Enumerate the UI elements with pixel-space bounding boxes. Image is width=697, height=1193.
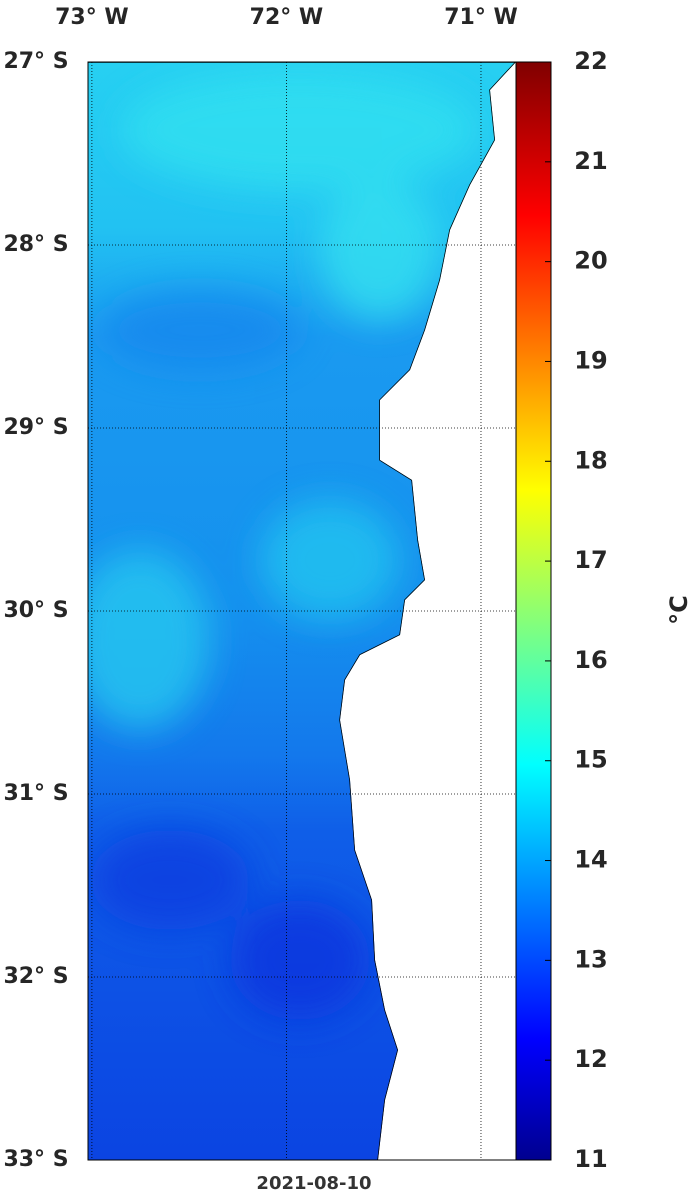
lon-tick-label: 73° W bbox=[55, 5, 129, 30]
date-label: 2021-08-10 bbox=[256, 1173, 371, 1193]
colorbar-tick-label: 16 bbox=[574, 646, 607, 674]
lat-tick-label: 30° S bbox=[3, 598, 68, 623]
colorbar bbox=[515, 61, 552, 1161]
colorbar-tick-label: 22 bbox=[574, 47, 607, 75]
lon-tick-label: 72° W bbox=[250, 5, 324, 30]
lat-tick-label: 27° S bbox=[3, 49, 68, 74]
colorbar-tick-label: 14 bbox=[574, 846, 607, 874]
colorbar-tick-label: 20 bbox=[574, 247, 607, 275]
lat-tick-label: 28° S bbox=[3, 232, 68, 257]
lat-tick-label: 31° S bbox=[3, 781, 68, 806]
colorbar-tick-label: 18 bbox=[574, 446, 607, 474]
colorbar-tick-label: 13 bbox=[574, 945, 607, 973]
lon-tick-label: 71° W bbox=[444, 5, 518, 30]
lat-tick-label: 33° S bbox=[3, 1147, 68, 1172]
lat-tick-label: 29° S bbox=[3, 415, 68, 440]
colorbar-tick-label: 11 bbox=[574, 1145, 607, 1173]
colorbar-label: °C bbox=[665, 595, 693, 625]
colorbar-tick-label: 12 bbox=[574, 1045, 607, 1073]
lat-tick-label: 32° S bbox=[3, 964, 68, 989]
colorbar-tick-label: 19 bbox=[574, 346, 607, 374]
colorbar-tick-label: 21 bbox=[574, 147, 607, 175]
sea-surface bbox=[88, 62, 516, 1160]
colorbar-tick-label: 15 bbox=[574, 746, 607, 774]
colorbar-tick-label: 17 bbox=[574, 546, 607, 574]
